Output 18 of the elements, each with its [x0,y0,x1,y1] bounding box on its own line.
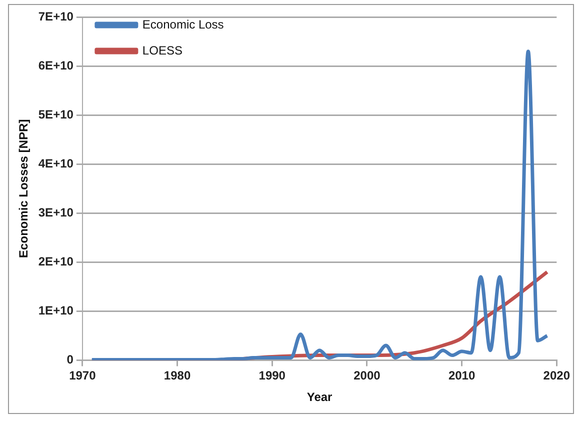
y-tick-label: 0 [66,352,74,367]
y-tick-label: 2E+10 [38,254,74,268]
y-axis-title: Economic Losses [NPR] [16,119,31,258]
y-tick-label: 7E+10 [38,9,74,24]
x-tick-label: 1980 [164,368,191,383]
y-tick-label: 6E+10 [38,58,74,72]
x-tick-label: 2020 [543,368,570,383]
y-tick-label: 3E+10 [38,205,74,220]
legend-label: LOESS [142,43,182,58]
x-tick-label: 1970 [69,368,96,383]
y-tick-label: 4E+10 [38,156,74,170]
x-tick-label: 2010 [448,368,476,383]
x-tick-label: 1990 [258,368,286,383]
x-tick-label: 2000 [354,368,381,383]
x-axis-title: Year [306,390,333,404]
y-tick-label: 5E+10 [38,107,74,122]
y-tick-label: 1E+10 [38,303,74,318]
legend-label: Economic Loss [142,17,224,32]
